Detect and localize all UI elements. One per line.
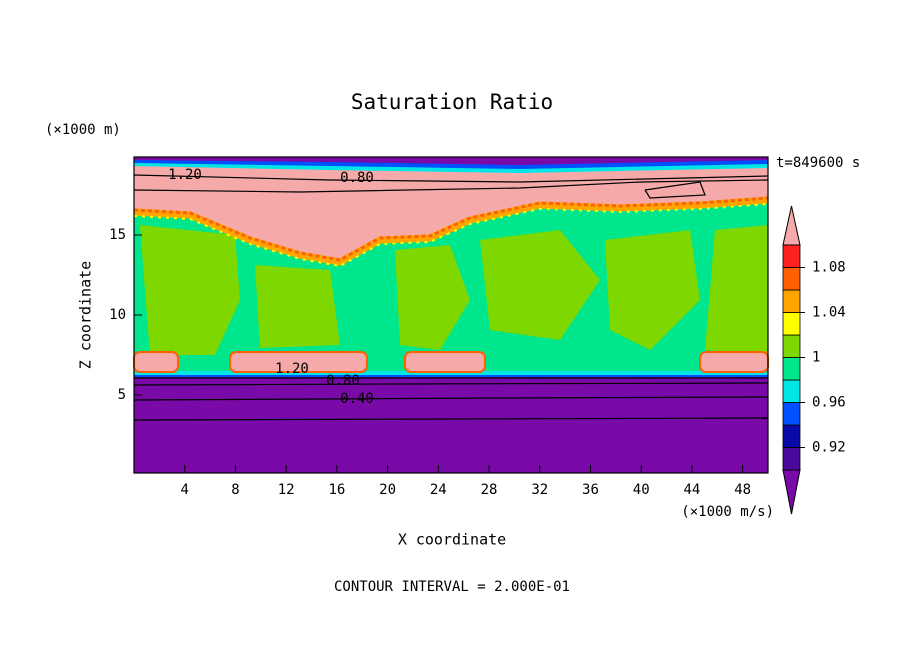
contour-fill bbox=[134, 166, 768, 262]
contour-fill bbox=[229, 351, 368, 373]
colorbar-band bbox=[782, 402, 801, 426]
contour-line bbox=[133, 382, 769, 386]
axes: 4 8 12 16 20 24 28 32 36 40 44 48510150.920.9611.04… bbox=[109, 156, 846, 515]
contour-fill bbox=[134, 375, 768, 377]
contour-fill bbox=[395, 245, 470, 350]
colorbar-band bbox=[782, 424, 801, 448]
x-tick-label: 20 bbox=[379, 482, 396, 498]
x-tick-label: 32 bbox=[531, 482, 548, 498]
colorbar-band bbox=[782, 312, 801, 336]
contour-line bbox=[133, 417, 769, 421]
contour-fill bbox=[140, 225, 240, 355]
x-tick-label: 8 bbox=[231, 482, 239, 498]
contour-field bbox=[133, 157, 769, 473]
contour-label: 0.40 bbox=[340, 391, 374, 407]
colorbar-band bbox=[782, 379, 801, 403]
contour-line bbox=[133, 174, 769, 183]
colorbar-tick-label: 0.96 bbox=[812, 395, 846, 411]
footnote: CONTOUR INTERVAL = 2.000E-01 bbox=[334, 579, 570, 595]
colorbar-tick-label: 1.08 bbox=[812, 260, 846, 276]
x-tick-label: 12 bbox=[278, 482, 295, 498]
x-unit: (×1000 m/s) bbox=[681, 504, 774, 520]
x-tick-label: 36 bbox=[582, 482, 599, 498]
colorbar-band bbox=[782, 334, 801, 358]
x-tick-label: 48 bbox=[734, 482, 751, 498]
x-tick-label: 40 bbox=[633, 482, 650, 498]
contour-fill bbox=[605, 230, 700, 350]
colorbar-band bbox=[782, 267, 801, 291]
contour-fill bbox=[705, 225, 768, 355]
contour-fill bbox=[699, 351, 769, 373]
contour-fill bbox=[133, 196, 769, 262]
contour-label: 1.20 bbox=[168, 167, 202, 183]
contour-fill bbox=[133, 196, 769, 266]
colorbar-over bbox=[782, 205, 801, 246]
contour-label: 0.80 bbox=[326, 373, 360, 389]
colorbar-tick-label: 0.92 bbox=[812, 440, 846, 456]
contour-line bbox=[133, 179, 769, 193]
contour-fill bbox=[255, 265, 340, 348]
x-tick-label: 16 bbox=[328, 482, 345, 498]
contour-label: 1.20 bbox=[275, 361, 309, 377]
colorbar-tick-label: 1 bbox=[812, 350, 820, 366]
x-tick-label: 44 bbox=[683, 482, 700, 498]
y-tick-label: 5 bbox=[118, 387, 126, 403]
contour-fill bbox=[480, 230, 600, 340]
contour-line bbox=[644, 181, 706, 199]
x-tick-label: 4 bbox=[181, 482, 189, 498]
colorbar-band bbox=[782, 447, 801, 471]
contour-label: 0.80 bbox=[340, 170, 374, 186]
colorbar-band bbox=[782, 244, 801, 268]
contour-fill bbox=[133, 351, 179, 373]
colorbar-band bbox=[782, 357, 801, 381]
y-unit: (×1000 m) bbox=[45, 122, 121, 138]
colorbar-band bbox=[782, 289, 801, 313]
chart-title: Saturation Ratio bbox=[351, 90, 553, 114]
x-axis-label: X coordinate bbox=[398, 531, 506, 549]
y-tick-label: 15 bbox=[109, 227, 126, 243]
time-label: t=849600 s bbox=[776, 155, 860, 171]
y-axis-label: Z coordinate bbox=[77, 261, 95, 369]
contour-lines: 1.20 0.80 1.20 0.80 0.40 bbox=[133, 167, 769, 421]
x-tick-label: 28 bbox=[481, 482, 498, 498]
x-tick-label: 24 bbox=[430, 482, 447, 498]
colorbar-tick-label: 1.04 bbox=[812, 305, 846, 321]
y-tick-label: 10 bbox=[109, 307, 126, 323]
contour-line bbox=[133, 396, 769, 401]
colorbar-under bbox=[782, 469, 801, 515]
contour-fill bbox=[404, 351, 486, 373]
